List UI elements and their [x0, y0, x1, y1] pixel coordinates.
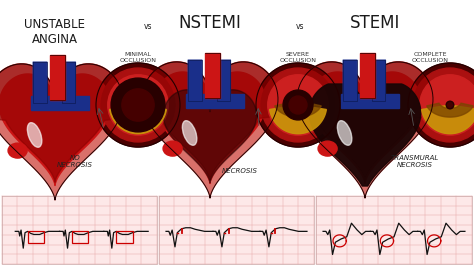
Text: MINIMAL
OCCLUSION: MINIMAL OCCLUSION: [119, 52, 156, 63]
Polygon shape: [309, 84, 421, 186]
Polygon shape: [0, 64, 123, 182]
Ellipse shape: [182, 121, 197, 145]
Text: COMPLETE
OCCLUSION: COMPLETE OCCLUSION: [411, 52, 448, 63]
Text: SEVERE
OCCLUSION: SEVERE OCCLUSION: [280, 52, 317, 63]
Circle shape: [268, 75, 328, 135]
Text: vs: vs: [296, 22, 304, 31]
Bar: [27, 231, 44, 243]
Bar: [2, 196, 157, 264]
Ellipse shape: [163, 141, 182, 156]
Ellipse shape: [8, 143, 27, 158]
Circle shape: [413, 68, 474, 142]
Polygon shape: [422, 106, 474, 134]
Polygon shape: [0, 74, 111, 186]
Text: UNSTABLE
ANGINA: UNSTABLE ANGINA: [25, 18, 85, 46]
Polygon shape: [154, 72, 266, 184]
Text: TRANSMURAL
NECROSIS: TRANSMURAL NECROSIS: [391, 155, 439, 168]
Circle shape: [122, 89, 154, 121]
FancyBboxPatch shape: [217, 60, 230, 101]
Bar: [72, 231, 88, 243]
Bar: [205, 53, 219, 98]
Polygon shape: [109, 109, 166, 134]
FancyBboxPatch shape: [62, 62, 75, 103]
Text: STEMI: STEMI: [350, 14, 400, 32]
FancyBboxPatch shape: [372, 60, 385, 101]
Polygon shape: [142, 62, 278, 180]
Polygon shape: [164, 90, 256, 183]
Bar: [31, 96, 89, 110]
Circle shape: [420, 75, 474, 135]
Ellipse shape: [27, 123, 42, 147]
Circle shape: [108, 75, 168, 135]
FancyBboxPatch shape: [33, 62, 47, 103]
Polygon shape: [297, 62, 433, 198]
Text: NECROSIS: NECROSIS: [222, 168, 258, 174]
Bar: [50, 55, 64, 99]
Circle shape: [261, 68, 335, 142]
Circle shape: [289, 96, 307, 114]
Polygon shape: [0, 64, 123, 200]
FancyBboxPatch shape: [188, 60, 202, 101]
Text: vs: vs: [144, 22, 152, 31]
Circle shape: [408, 63, 474, 147]
Polygon shape: [297, 62, 433, 180]
Bar: [159, 196, 314, 264]
Polygon shape: [275, 104, 321, 117]
Circle shape: [111, 78, 165, 132]
Bar: [316, 196, 472, 264]
Bar: [341, 94, 399, 108]
Bar: [186, 94, 244, 108]
Circle shape: [446, 101, 454, 109]
Circle shape: [256, 63, 340, 147]
Polygon shape: [270, 107, 327, 134]
FancyBboxPatch shape: [343, 60, 357, 101]
Text: NSTEMI: NSTEMI: [179, 14, 241, 32]
Circle shape: [96, 63, 180, 147]
Circle shape: [101, 68, 175, 142]
Polygon shape: [309, 72, 421, 184]
Bar: [116, 231, 133, 243]
Polygon shape: [142, 62, 278, 198]
Circle shape: [283, 90, 313, 120]
Polygon shape: [427, 103, 474, 117]
Ellipse shape: [318, 141, 337, 156]
Circle shape: [448, 103, 452, 107]
Bar: [360, 53, 374, 98]
Text: NO
NECROSIS: NO NECROSIS: [57, 155, 93, 168]
Ellipse shape: [337, 121, 352, 145]
